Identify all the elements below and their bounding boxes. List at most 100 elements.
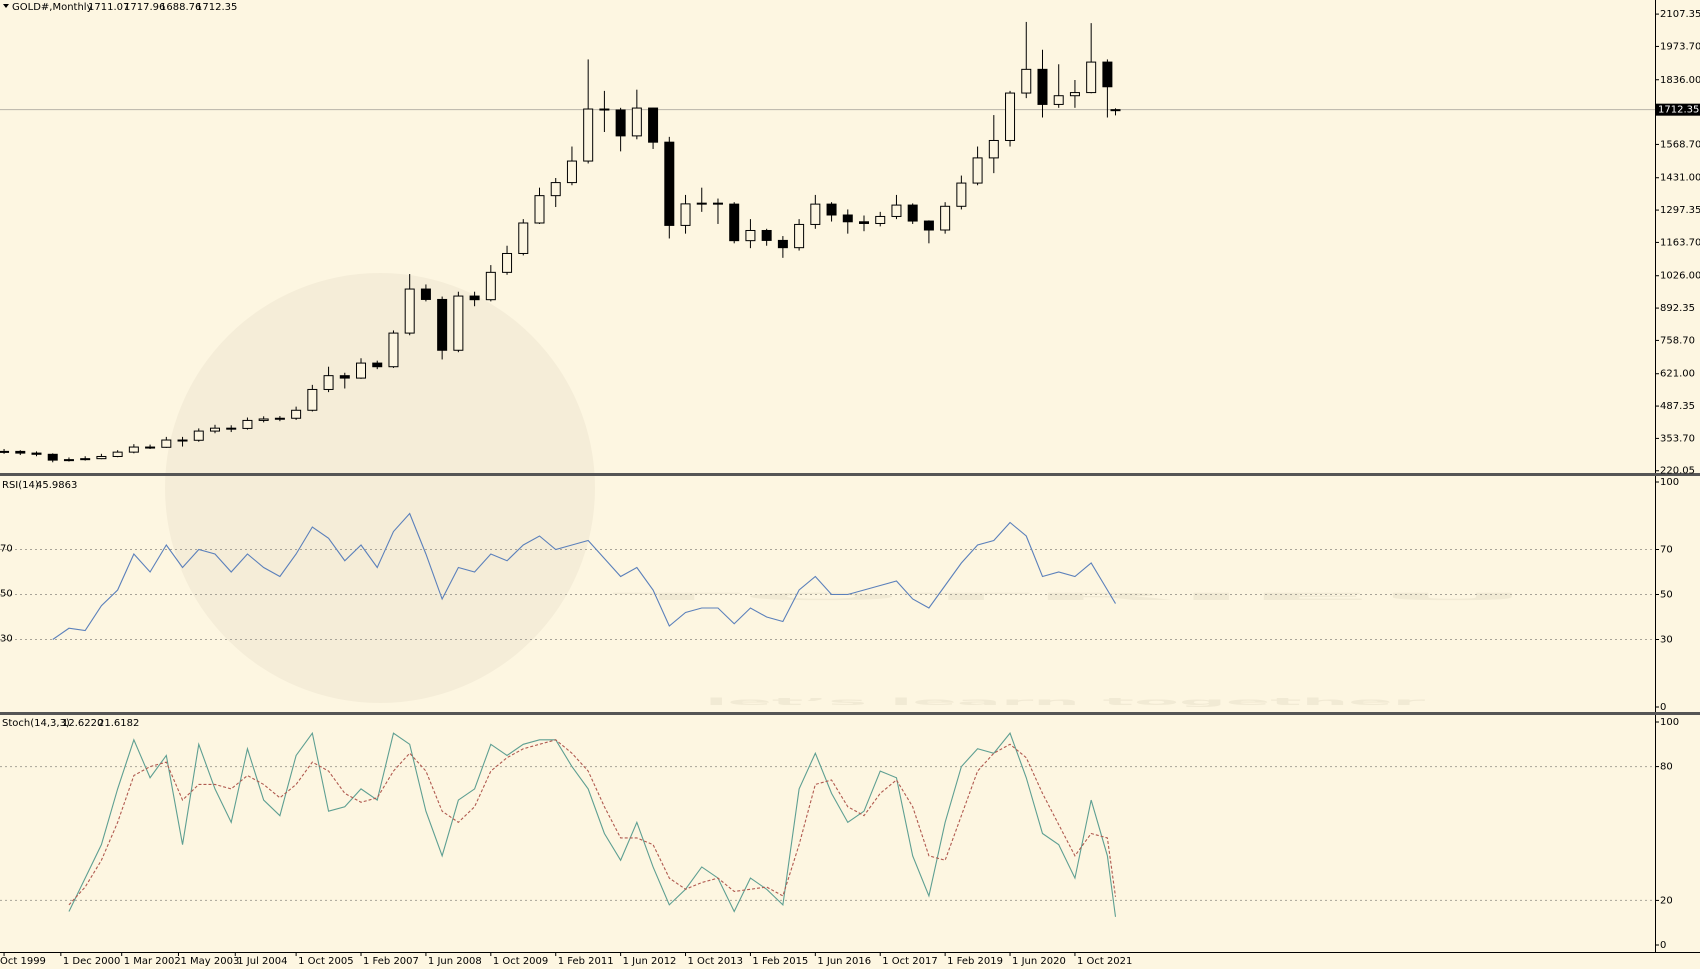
x-tick-label: 1 Feb 2019 bbox=[947, 956, 1003, 967]
x-tick-label: 1 Feb 2015 bbox=[752, 956, 808, 967]
y-tick-label: 892.35 bbox=[1660, 303, 1695, 314]
candle-body bbox=[810, 203, 821, 225]
candle-body bbox=[193, 430, 204, 441]
watermark: TOTRIEU let’s learn together bbox=[165, 273, 1529, 708]
stoch-d-value: 21.6182 bbox=[98, 718, 139, 729]
candle-body bbox=[1037, 68, 1048, 105]
x-tick-label: 1 Oct 2013 bbox=[688, 956, 743, 967]
y-tick-label: 100 bbox=[1660, 717, 1679, 728]
candle-body bbox=[550, 182, 561, 197]
y-tick-label: 0 bbox=[1660, 702, 1666, 713]
candle-body bbox=[209, 427, 220, 432]
y-tick-label: 1836.00 bbox=[1660, 75, 1700, 86]
y-tick-label: 353.70 bbox=[1660, 433, 1695, 444]
candle-body bbox=[648, 107, 659, 143]
candle-body bbox=[161, 439, 172, 448]
y-tick-label: 1026.00 bbox=[1660, 271, 1700, 282]
x-tick-label: 1 Oct 2021 bbox=[1077, 956, 1132, 967]
y-tick-label: 220.05 bbox=[1660, 466, 1695, 477]
candle-body bbox=[502, 252, 513, 273]
candle-body bbox=[761, 229, 772, 241]
watermark-logo bbox=[165, 273, 595, 703]
candle-body bbox=[226, 427, 237, 430]
x-tick-label: Oct 1999 bbox=[0, 956, 46, 967]
candle-body bbox=[680, 203, 691, 226]
header-open: 1711.07 bbox=[88, 2, 129, 13]
stoch-title: Stoch(14,3,3) bbox=[2, 718, 70, 729]
x-tick-label: 1 Jun 2008 bbox=[428, 956, 482, 967]
candle-body bbox=[388, 332, 399, 368]
candle-body bbox=[453, 295, 464, 351]
candle-body bbox=[0, 450, 10, 453]
candle-body bbox=[1086, 61, 1097, 94]
candle-body bbox=[372, 362, 383, 368]
candle-body bbox=[291, 409, 302, 419]
rsi-value: 45.9863 bbox=[36, 480, 77, 491]
candle-body bbox=[1069, 92, 1080, 97]
candle-body bbox=[242, 419, 253, 429]
y-tick-label: 1297.35 bbox=[1660, 205, 1700, 216]
candle-body bbox=[356, 362, 367, 379]
candle-body bbox=[80, 458, 91, 461]
x-tick-label: 1 Oct 2009 bbox=[493, 956, 548, 967]
y-tick-label: 2107.35 bbox=[1660, 9, 1700, 20]
candle-body bbox=[420, 288, 431, 300]
candle-body bbox=[631, 107, 642, 137]
candle-body bbox=[307, 388, 318, 411]
current-price-box bbox=[1656, 103, 1700, 116]
y-tick-label: 621.00 bbox=[1660, 369, 1695, 380]
candle-body bbox=[712, 202, 723, 205]
candle-body bbox=[745, 229, 756, 242]
header-high: 1717.96 bbox=[124, 2, 165, 13]
candle-body bbox=[972, 157, 983, 184]
candle-body bbox=[777, 239, 788, 249]
indicator-line bbox=[68, 739, 1117, 906]
x-tick-label: 1 Feb 2011 bbox=[558, 956, 614, 967]
candle-body bbox=[696, 202, 707, 205]
candle-body bbox=[923, 220, 934, 231]
x-tick-label: 1 May 2003 bbox=[180, 956, 239, 967]
symbol-menu-arrow[interactable] bbox=[3, 4, 9, 8]
level-label: 70 bbox=[0, 544, 13, 555]
candle-body bbox=[112, 451, 123, 457]
stoch-k-value: 12.6220 bbox=[62, 718, 103, 729]
current-price-label: 1712.35 bbox=[1658, 105, 1699, 116]
candle-body bbox=[729, 203, 740, 242]
candle-body bbox=[988, 139, 999, 159]
level-label: 30 bbox=[0, 634, 13, 645]
x-tick-label: 1 Feb 2007 bbox=[363, 956, 419, 967]
x-tick-label: 1 Jun 2012 bbox=[623, 956, 677, 967]
level-label: 50 bbox=[0, 589, 13, 600]
candle-body bbox=[615, 109, 626, 137]
y-tick-label: 758.70 bbox=[1660, 335, 1695, 346]
candle-body bbox=[1110, 109, 1121, 112]
candle-body bbox=[404, 288, 415, 334]
x-tick-label: 1 Jul 2004 bbox=[237, 956, 287, 967]
candle-body bbox=[1053, 95, 1064, 105]
header-close: 1712.35 bbox=[196, 2, 237, 13]
candle-body bbox=[437, 298, 448, 351]
x-tick-label: 1 Oct 2005 bbox=[298, 956, 353, 967]
x-tick-label: 1 Oct 2017 bbox=[882, 956, 937, 967]
candle-body bbox=[469, 295, 480, 301]
candle-body bbox=[875, 215, 886, 224]
candle-body bbox=[826, 203, 837, 216]
y-tick-label: 20 bbox=[1660, 895, 1673, 906]
candle-body bbox=[842, 214, 853, 223]
y-tick-label: 487.35 bbox=[1660, 401, 1695, 412]
candle-body bbox=[1021, 68, 1032, 94]
candle-body bbox=[323, 375, 334, 390]
candle-body bbox=[891, 204, 902, 217]
candle-body bbox=[907, 204, 918, 222]
candle-body bbox=[258, 418, 269, 421]
rsi-title: RSI(14) bbox=[2, 480, 39, 491]
candle-body bbox=[15, 450, 26, 454]
candle-body bbox=[583, 108, 594, 162]
candle-body bbox=[664, 141, 675, 226]
candle-body bbox=[145, 446, 156, 449]
candle-body bbox=[47, 453, 58, 461]
y-tick-label: 30 bbox=[1660, 635, 1673, 646]
symbol-title: GOLD#,Monthly bbox=[12, 2, 93, 13]
indicator-line bbox=[68, 731, 1117, 917]
candle-body bbox=[128, 446, 139, 453]
